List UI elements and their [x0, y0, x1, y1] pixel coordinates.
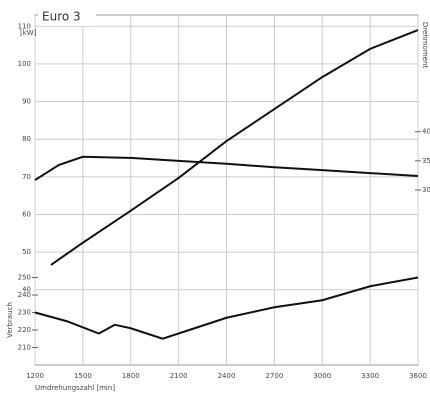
x-axis-label: Umdrehungszahl [min] — [35, 384, 115, 392]
layer: 1200 1500 1800 2100 2400 2700 3000 3300 3600 40 50… — [18, 15, 430, 380]
y-tick-label: 50 — [22, 248, 31, 256]
x-tick-label: 1800 — [122, 372, 140, 380]
x-tick-label: 2100 — [170, 372, 188, 380]
y3-tick-label: 210 — [18, 344, 31, 352]
y2-tick-label: 400 — [422, 128, 430, 136]
y-tick-label: 60 — [22, 210, 31, 218]
y3-tick-label: 250 — [18, 274, 31, 282]
y-tick-label: 100 — [18, 60, 31, 68]
title-box — [38, 8, 96, 26]
y2-tick-label: 350 — [422, 157, 430, 165]
series-line — [50, 29, 419, 266]
series-line — [34, 155, 419, 181]
x-tick-label: 3300 — [361, 372, 379, 380]
y3-tick-label: 240 — [18, 291, 31, 299]
x-tick-label: 3000 — [313, 372, 331, 380]
y3-tick-label: 230 — [18, 309, 31, 317]
x-tick-label: 3600 — [409, 372, 427, 380]
x-tick-label: 2400 — [218, 372, 236, 380]
x-tick-label: 2700 — [265, 372, 283, 380]
x-tick-label: 1500 — [74, 372, 92, 380]
series-line — [34, 276, 419, 340]
y3-axis-label: Verbrauch — [6, 302, 14, 338]
y2-tick-label: 300 — [422, 186, 430, 194]
y2-axis-label: Drehmoment — [421, 22, 429, 69]
y-tick-label: 70 — [22, 173, 31, 181]
y-axis-label: [kW] — [20, 29, 37, 37]
y-tick-label: 110 — [18, 22, 31, 30]
y-tick-label: 40 — [22, 286, 31, 294]
chart-title: Euro 3 — [42, 10, 81, 24]
y3-tick-label: 220 — [18, 326, 31, 334]
x-tick-label: 1200 — [26, 372, 44, 380]
y-tick-label: 90 — [22, 98, 31, 106]
y-tick-label: 80 — [22, 135, 31, 143]
